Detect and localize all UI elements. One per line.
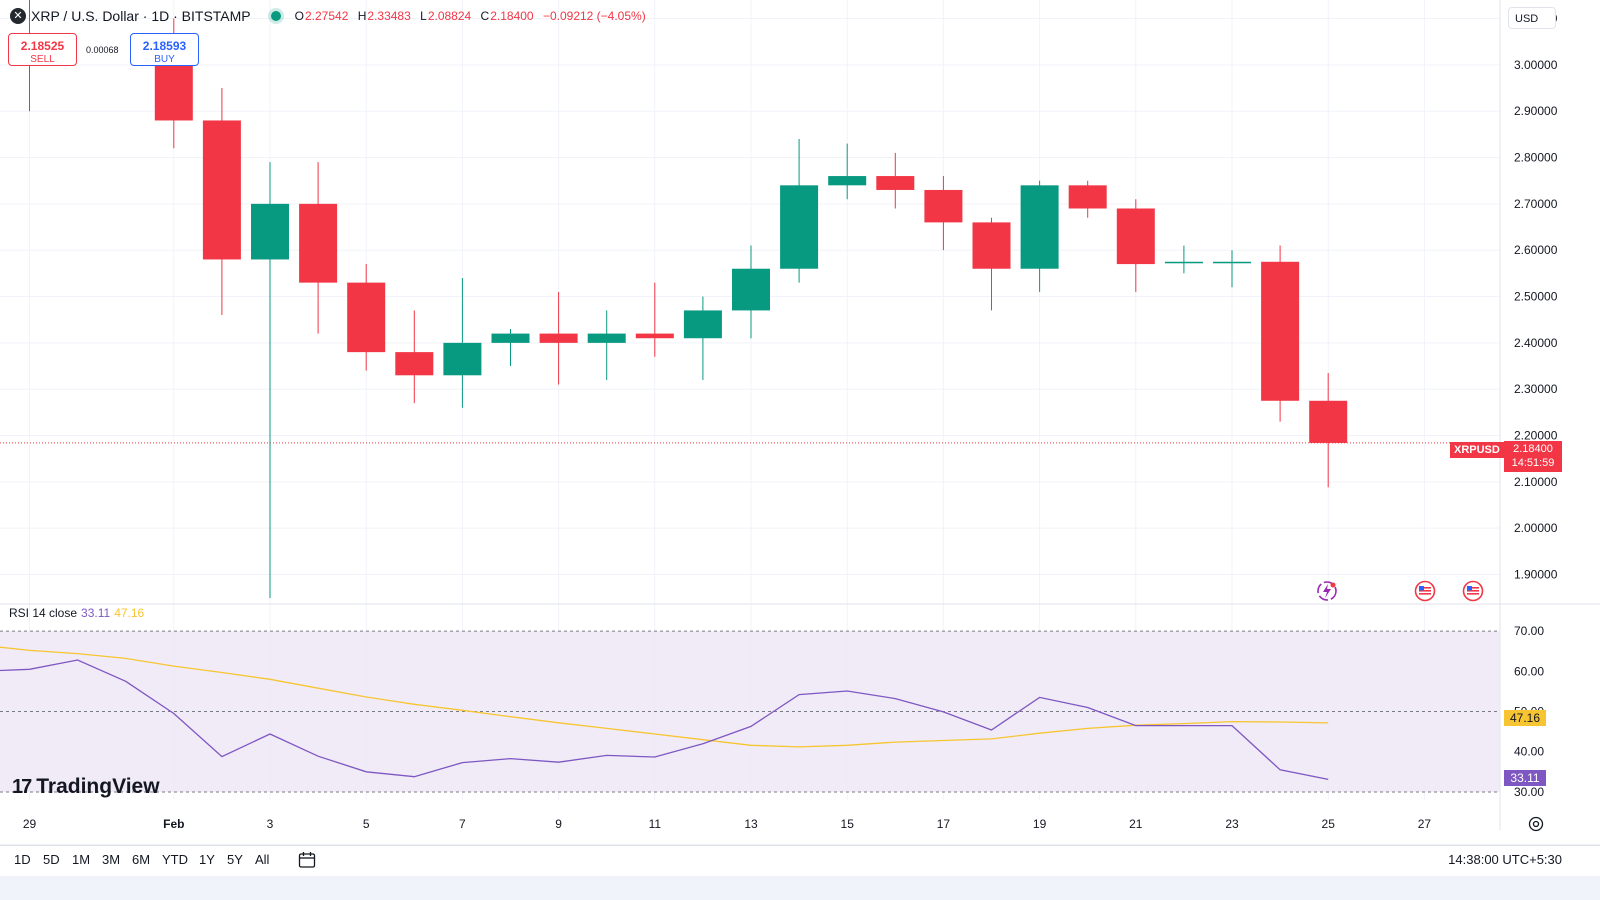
chart-header: ✕ XRP / U.S. Dollar · 1D · BITSTAMP O2.2… xyxy=(10,8,646,24)
candle-body xyxy=(732,268,770,311)
rsi-line xyxy=(0,659,1329,781)
last-price-tag: 2.18400 14:51:59 xyxy=(1504,441,1562,472)
sell-button[interactable]: 2.18525 SELL xyxy=(8,33,77,66)
us-flag-event-icon[interactable] xyxy=(1462,580,1484,602)
candle-body xyxy=(1261,261,1300,401)
candle-body xyxy=(924,189,963,223)
us-flag-event-icon[interactable] xyxy=(1414,580,1436,602)
range-ytd-button[interactable]: YTD xyxy=(162,852,188,867)
price-axis-tick-label: 2.20000 xyxy=(1514,429,1558,443)
price-axis-tick-label: 2.40000 xyxy=(1514,336,1558,350)
candle-body xyxy=(1164,261,1203,264)
calendar-icon[interactable] xyxy=(297,850,317,870)
price-axis-tick-label: 2.30000 xyxy=(1514,382,1558,396)
candle-body xyxy=(202,120,241,260)
time-axis-tick-label: 5 xyxy=(363,817,370,831)
ohlc-change: −0.09212 (−4.05%) xyxy=(542,9,646,23)
candle-body xyxy=(587,333,626,343)
range-6m-button[interactable]: 6M xyxy=(132,852,151,867)
candle-body xyxy=(683,310,722,339)
time-axis-tick-label: 19 xyxy=(1033,817,1047,831)
currency-select[interactable]: USD xyxy=(1508,7,1556,29)
price-axis-tick-label: 2.10000 xyxy=(1514,475,1558,489)
candle-body xyxy=(299,203,338,283)
candle-body xyxy=(780,185,819,269)
spread-value: 0.00068 xyxy=(86,45,119,55)
clock-readout[interactable]: 14:38:00 UTC+5:30 xyxy=(1448,852,1562,867)
tradingview-logo[interactable]: 17 TradingView xyxy=(12,775,160,798)
candle-body xyxy=(1068,185,1107,209)
candle-body xyxy=(1309,400,1348,443)
rsi-value-tag: 33.11 xyxy=(1504,770,1546,786)
rsi-axis-tick-label: 60.00 xyxy=(1514,664,1544,678)
time-axis-tick-label: 3 xyxy=(267,817,274,831)
price-axis-tick-label: 3.00000 xyxy=(1514,58,1558,72)
candle-body xyxy=(395,352,434,376)
candle-body xyxy=(635,333,674,339)
candle-body xyxy=(972,222,1011,269)
time-axis-tick-label: 17 xyxy=(937,817,951,831)
rsi-axis-tick-label: 30.00 xyxy=(1514,785,1544,799)
time-axis-tick-label: 11 xyxy=(649,817,662,831)
candle-body xyxy=(539,333,578,343)
time-axis-tick-label: 13 xyxy=(744,817,758,831)
candle-body xyxy=(1020,185,1059,269)
time-axis-tick-label: 21 xyxy=(1129,817,1143,831)
bottom-toolbar: 1D 5D 1M 3M 6M YTD 1Y 5Y All 14:38:00 UT… xyxy=(0,845,1600,876)
price-axis-tick-label: 2.50000 xyxy=(1514,290,1558,304)
time-axis-tick-label: 9 xyxy=(555,817,562,831)
buy-button[interactable]: 2.18593 BUY xyxy=(130,33,199,66)
candle-body xyxy=(443,342,482,376)
price-axis-tick-label: 2.70000 xyxy=(1514,197,1558,211)
rsi-ma-tag: 47.16 xyxy=(1504,710,1546,726)
bottom-strip xyxy=(0,876,1600,900)
range-all-button[interactable]: All xyxy=(255,852,270,867)
price-axis-tick-label: 2.80000 xyxy=(1514,151,1558,165)
rsi-legend[interactable]: RSI 14 close 33.11 47.16 xyxy=(9,606,145,620)
candle-body xyxy=(1213,261,1251,264)
symbol-price-label: XRPUSD xyxy=(1450,442,1504,458)
range-1m-button[interactable]: 1M xyxy=(72,852,91,867)
price-axis-tick-label: 1.90000 xyxy=(1514,568,1558,582)
rsi-axis-tick-label: 70.00 xyxy=(1514,624,1544,638)
chart-settings-icon[interactable] xyxy=(1527,815,1545,833)
candle-body xyxy=(491,333,530,343)
candle-body xyxy=(347,282,386,353)
price-axis-tick-label: 2.90000 xyxy=(1514,104,1558,118)
candle-body xyxy=(1116,208,1155,265)
range-1d-button[interactable]: 1D xyxy=(14,852,31,867)
ohlc-readout: O2.27542 H2.33483 L2.08824 C2.18400 −0.0… xyxy=(294,9,646,23)
range-5d-button[interactable]: 5D xyxy=(43,852,60,867)
time-axis-tick-label: 27 xyxy=(1418,817,1432,831)
time-axis-tick-label: 29 xyxy=(23,817,37,831)
event-lightning-icon[interactable] xyxy=(1316,580,1338,602)
price-axis-tick-label: 2.00000 xyxy=(1514,521,1558,535)
time-axis-tick-label: 23 xyxy=(1225,817,1239,831)
time-axis-tick-label: 7 xyxy=(459,817,466,831)
market-status-icon[interactable] xyxy=(270,11,281,21)
range-3m-button[interactable]: 3M xyxy=(102,852,121,867)
price-axis-tick-label: 2.60000 xyxy=(1514,243,1558,257)
time-axis-tick-label: 15 xyxy=(841,817,855,831)
time-axis-tick-label: Feb xyxy=(163,817,184,831)
tradingview-mark-icon: 17 xyxy=(12,775,32,798)
candle-body xyxy=(828,176,867,186)
chart-canvas[interactable]: 1.90000 2.00000 2.10000 2.20000 2.30000 2.400… xyxy=(0,0,1600,845)
rsi-ma-line xyxy=(0,646,1329,748)
time-axis-tick-label: 25 xyxy=(1322,817,1336,831)
rsi-axis-tick-label: 40.00 xyxy=(1514,745,1544,759)
candle-body xyxy=(876,176,915,190)
candle-body xyxy=(251,203,289,260)
range-1y-button[interactable]: 1Y xyxy=(199,852,215,867)
x-logo-icon: ✕ xyxy=(10,8,26,24)
bar-countdown: 14:51:59 xyxy=(1511,457,1555,469)
symbol-title[interactable]: XRP / U.S. Dollar · 1D · BITSTAMP xyxy=(31,8,251,24)
range-5y-button[interactable]: 5Y xyxy=(227,852,243,867)
